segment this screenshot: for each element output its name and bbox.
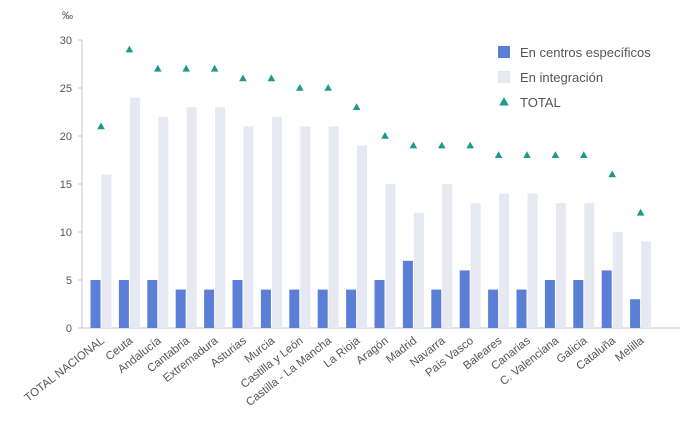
- bar-integracion: [527, 193, 538, 328]
- bar-integracion: [300, 126, 311, 329]
- x-tick-label: Aragón: [354, 335, 391, 367]
- bar-centros-especificos: [232, 280, 243, 328]
- marker-total: [125, 45, 134, 53]
- legend-swatch-integracion: [498, 71, 510, 83]
- marker-total: [494, 151, 503, 158]
- bar-integracion: [215, 107, 226, 328]
- bar-centros-especificos: [260, 289, 271, 328]
- bar-integracion: [641, 241, 652, 328]
- marker-total: [210, 64, 219, 72]
- bar-centros-especificos: [90, 280, 101, 328]
- bar-integracion: [243, 126, 254, 329]
- marker-total: [551, 151, 560, 158]
- bar-centros-especificos: [289, 289, 300, 328]
- y-tick-label: 5: [66, 275, 72, 287]
- marker-total: [239, 74, 247, 82]
- bar-integracion: [385, 184, 396, 328]
- bar-centros-especificos: [346, 289, 357, 328]
- bar-centros-especificos: [573, 280, 584, 328]
- bar-integracion: [470, 203, 481, 328]
- x-tick-label: TOTAL NACIONAL: [23, 335, 108, 405]
- marker-total: [409, 141, 418, 149]
- y-tick-label: 0: [66, 323, 72, 335]
- marker-total: [636, 208, 645, 216]
- bar-centros-especificos: [204, 289, 215, 328]
- legend: En centros específicos En integración TOTA…: [498, 45, 651, 110]
- y-axis: 0 5 10 15 20 25 30: [60, 35, 83, 335]
- bar-integracion: [357, 145, 368, 328]
- bar-integracion: [584, 203, 595, 328]
- bar-integracion: [271, 116, 282, 328]
- marker-total: [324, 84, 332, 91]
- bar-centros-especificos: [630, 299, 641, 328]
- bar-centros-especificos: [488, 289, 499, 328]
- bars: [90, 97, 652, 329]
- bar-integracion: [442, 184, 453, 328]
- bar-centros-especificos: [544, 280, 555, 328]
- bar-centros-especificos: [431, 289, 442, 328]
- marker-total: [154, 64, 162, 72]
- y-tick-label: 30: [60, 35, 72, 47]
- y-tick-label: 10: [60, 227, 72, 239]
- y-tick-label: 15: [60, 179, 72, 191]
- marker-total: [381, 132, 389, 139]
- bar-integracion: [129, 97, 140, 328]
- legend-marker-total: [499, 97, 509, 106]
- x-axis: TOTAL NACIONALCeutaAndalucíaCantabriaExt…: [23, 327, 680, 409]
- marker-total: [466, 141, 474, 149]
- marker-total: [97, 122, 105, 130]
- legend-label: TOTAL: [520, 95, 561, 110]
- marker-total: [608, 170, 616, 178]
- bar-integracion: [101, 174, 112, 328]
- marker-total: [182, 64, 190, 72]
- bar-integracion: [612, 232, 623, 328]
- marker-total: [438, 141, 446, 149]
- y-tick-label: 25: [60, 83, 72, 95]
- bar-centros-especificos: [317, 289, 328, 328]
- bar-centros-especificos: [374, 280, 385, 328]
- bar-integracion: [555, 203, 566, 328]
- legend-swatch-centros: [498, 46, 510, 58]
- bar-integracion: [158, 116, 169, 328]
- bar-centros-especificos: [118, 280, 129, 328]
- marker-total: [580, 151, 588, 158]
- bar-integracion: [413, 212, 424, 328]
- marker-total: [523, 151, 531, 158]
- bar-centros-especificos: [147, 280, 158, 328]
- marker-total: [352, 103, 361, 110]
- bar-integracion: [328, 126, 339, 329]
- legend-label: En centros específicos: [520, 45, 651, 60]
- bar-centros-especificos: [601, 270, 612, 328]
- bar-integracion: [186, 107, 197, 328]
- bar-centros-especificos: [175, 289, 186, 328]
- x-tick-label: Melilla: [613, 335, 647, 365]
- bar-centros-especificos: [402, 260, 413, 328]
- marker-total: [296, 84, 304, 91]
- bar-centros-especificos: [516, 289, 527, 328]
- marker-total: [267, 74, 276, 82]
- y-unit-label: ‰: [62, 10, 73, 22]
- markers: [97, 45, 645, 216]
- bar-integracion: [499, 193, 510, 328]
- y-tick-label: 20: [60, 131, 72, 143]
- legend-label: En integración: [520, 70, 603, 85]
- bar-centros-especificos: [459, 270, 470, 328]
